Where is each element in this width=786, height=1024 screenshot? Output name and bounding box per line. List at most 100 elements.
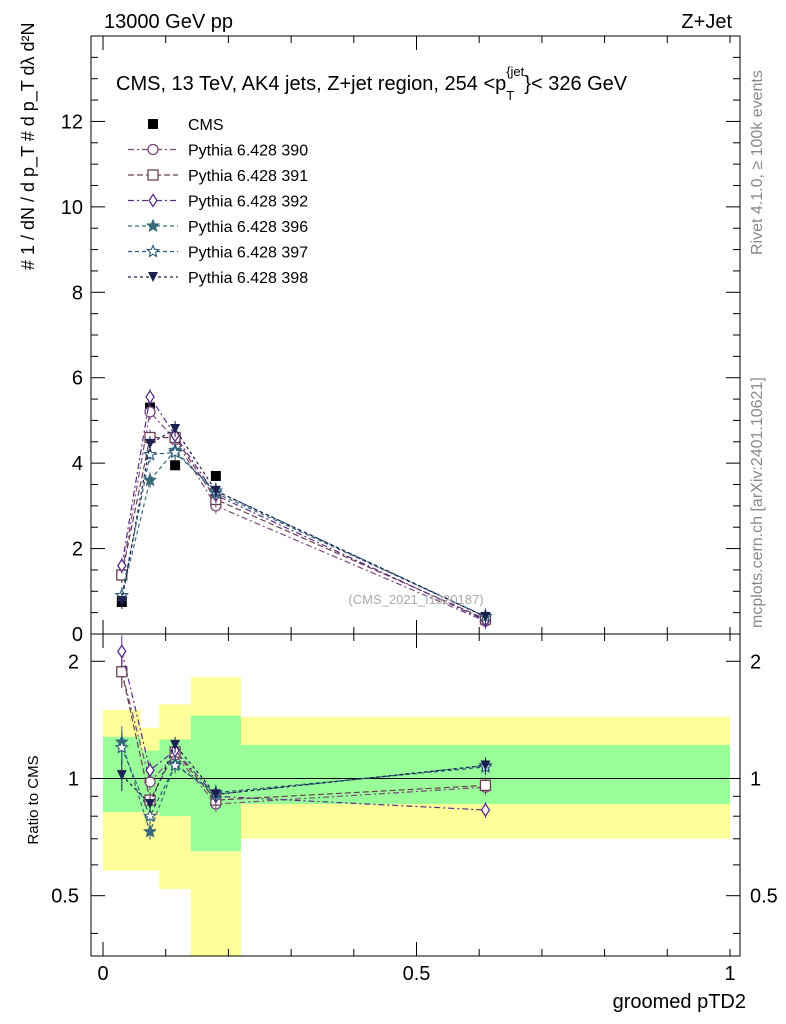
- header-left: 13000 GeV pp: [104, 11, 233, 33]
- ratio-xtick-label: 0.5: [403, 963, 431, 985]
- ratio-ytick-label: 2: [68, 651, 79, 673]
- ratio-point-pythia-6-428-398: [116, 770, 127, 781]
- main-series-pythia-6-428-398: [116, 420, 491, 625]
- mcplots-label: mcplots.cern.ch [arXiv:2401.10621]: [749, 377, 766, 628]
- legend: CMS Pythia 6.428 390 Pythia 6.428 391 Pythi…: [128, 117, 308, 287]
- main-line-pythia-6-428-392: [121, 395, 486, 621]
- ratio-point-pythia-6-428-397-shape: [142, 808, 158, 823]
- ratio-line-pythia-6-428-397: [121, 747, 486, 818]
- ratio-point-pythia-6-428-398: [210, 789, 221, 800]
- main-point-pythia-6-428-397-shape: [142, 447, 158, 461]
- ratio-point-pythia-6-428-391: [479, 779, 492, 792]
- main-point-cms: [210, 470, 221, 481]
- ratio-point-pythia-6-428-397-shape: [114, 740, 129, 754]
- ratio-frame: [90, 633, 741, 957]
- ratio-point-pythia-6-428-397-shape: [168, 758, 183, 772]
- ratio-point-pythia-6-428-397: [168, 758, 183, 772]
- legend-marker-pythia-6-428-390: [147, 143, 159, 156]
- y-axis-label-ratio: Ratio to CMS: [25, 755, 42, 844]
- ratio-point-pythia-6-428-398-shape: [145, 798, 156, 809]
- ratio-point-pythia-6-428-398-shape: [480, 760, 491, 771]
- legend-marker-cms: [148, 119, 158, 129]
- legend-item-pythia-6-428-392: Pythia 6.428 392: [128, 193, 308, 211]
- x-axis-label: groomed pTD2: [613, 991, 746, 1013]
- legend-marker-pythia-6-428-397-shape: [145, 244, 161, 258]
- main-point-pythia-6-428-398-shape: [170, 423, 181, 434]
- main-title: CMS, 13 TeV, AK4 jets, Z+jet region, 254…: [116, 64, 628, 103]
- ratio-series-pythia-6-428-398: [116, 736, 491, 812]
- ratio-ytick-label: 1: [68, 768, 79, 790]
- main-point-pythia-6-428-398-shape: [145, 438, 156, 449]
- legend-marker-pythia-6-428-398: [148, 272, 158, 282]
- legend-marker-pythia-6-428-391: [147, 169, 159, 181]
- main-ytick-label: 10: [61, 197, 83, 219]
- legend-marker-pythia-6-428-398-shape: [148, 272, 158, 282]
- ratio-panel: 0 0.5 1 0.5 0.5 1 1 2 2: [51, 633, 778, 985]
- ratio-point-pythia-6-428-398-shape: [116, 770, 127, 781]
- main-ytick-label: 12: [61, 111, 83, 133]
- ratio-point-pythia-6-428-391-shape: [479, 779, 492, 792]
- main-ytick-label: 8: [72, 282, 83, 304]
- main-point-pythia-6-428-397: [168, 445, 183, 459]
- main-ytick-label: 6: [72, 368, 83, 390]
- legend-label-pythia-6-428-391: Pythia 6.428 391: [188, 168, 308, 185]
- main-panel: 0 2 4 6 8 10 12: [61, 35, 741, 646]
- main-point-cms: [170, 460, 181, 471]
- main-point-pythia-6-428-398: [480, 611, 491, 622]
- ratio-point-pythia-6-428-392-shape: [145, 763, 155, 778]
- main-point-pythia-6-428-398-shape: [210, 485, 221, 496]
- main-point-pythia-6-428-398: [210, 485, 221, 496]
- legend-marker-pythia-6-428-396: [145, 218, 161, 233]
- ratio-point-pythia-6-428-396: [142, 824, 158, 838]
- main-point-pythia-6-428-392: [117, 558, 127, 573]
- legend-marker-pythia-6-428-391-shape: [147, 169, 159, 181]
- legend-label-cms: CMS: [188, 117, 224, 134]
- ratio-point-pythia-6-428-398: [170, 739, 181, 750]
- legend-label-pythia-6-428-390: Pythia 6.428 390: [188, 143, 308, 160]
- main-ytick-label: 0: [72, 624, 83, 646]
- legend-marker-pythia-6-428-392-shape: [148, 193, 158, 208]
- ratio-point-pythia-6-428-392: [117, 644, 127, 659]
- ratio-point-pythia-6-428-392-shape: [117, 644, 127, 659]
- ratio-point-pythia-6-428-392-shape: [480, 802, 491, 818]
- legend-label-pythia-6-428-397: Pythia 6.428 397: [188, 245, 308, 262]
- main-point-pythia-6-428-390-shape: [144, 406, 156, 418]
- main-point-pythia-6-428-397-shape: [168, 445, 183, 459]
- ratio-ytick-label-right: 2: [750, 651, 761, 673]
- legend-label-pythia-6-428-396: Pythia 6.428 396: [188, 219, 308, 236]
- ratio-point-pythia-6-428-392: [145, 763, 155, 778]
- legend-item-cms: CMS: [148, 117, 224, 134]
- ratio-point-pythia-6-428-392: [480, 802, 491, 818]
- ratio-point-pythia-6-428-398: [480, 760, 491, 771]
- legend-label-pythia-6-428-392: Pythia 6.428 392: [188, 194, 308, 211]
- main-title-end: }< 326 GeV: [524, 73, 628, 95]
- main-ytick-label: 4: [72, 453, 83, 475]
- rivet-label: Rivet 4.1.0, ≥ 100k events: [749, 70, 766, 255]
- main-title-sup: {jet: [506, 64, 524, 79]
- ratio-ytick-label-right: 1: [750, 768, 761, 790]
- watermark: (CMS_2021_I1920187): [348, 592, 483, 607]
- main-point-pythia-6-428-390: [144, 406, 156, 418]
- ratio-point-pythia-6-428-397: [114, 740, 129, 754]
- legend-marker-cms-shape: [148, 119, 158, 129]
- ratio-ytick-label: 0.5: [51, 886, 79, 908]
- ratio-point-pythia-6-428-397: [142, 808, 158, 823]
- ratio-point-pythia-6-428-398: [145, 798, 156, 809]
- legend-marker-pythia-6-428-392: [148, 193, 158, 208]
- main-line-pythia-6-428-398: [121, 428, 486, 618]
- main-point-pythia-6-428-392: [145, 389, 155, 405]
- ratio-xtick-label: 1: [724, 963, 735, 985]
- main-point-pythia-6-428-397: [142, 447, 158, 461]
- band-inner-3: [190, 715, 241, 852]
- main-point-pythia-6-428-398: [170, 423, 181, 434]
- legend-item-pythia-6-428-391: Pythia 6.428 391: [128, 168, 308, 185]
- ratio-point-pythia-6-428-398-shape: [170, 739, 181, 750]
- legend-item-pythia-6-428-398: Pythia 6.428 398: [128, 270, 308, 287]
- legend-marker-pythia-6-428-396-shape: [145, 218, 161, 233]
- main-ytick-label: 2: [72, 539, 83, 561]
- main-point-pythia-6-428-398: [116, 596, 127, 607]
- main-point-pythia-6-428-398-shape: [480, 611, 491, 622]
- ratio-ytick-label-right: 0.5: [750, 886, 778, 908]
- ratio-point-pythia-6-428-398-shape: [210, 789, 221, 800]
